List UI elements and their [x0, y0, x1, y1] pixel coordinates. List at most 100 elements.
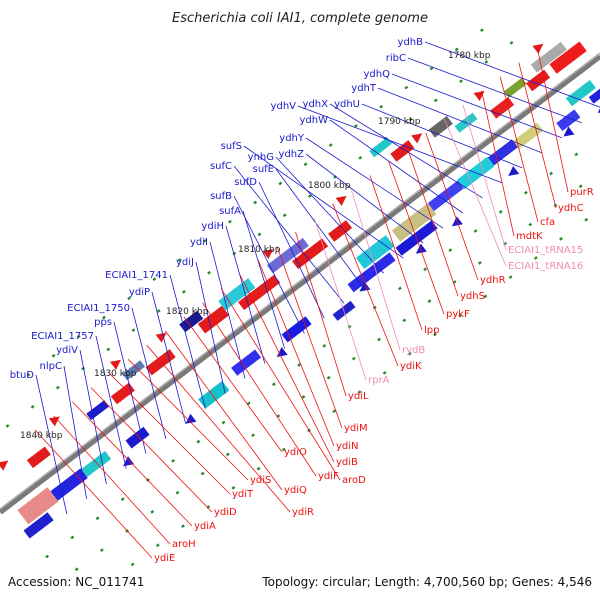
reverse-gene-block: [145, 349, 176, 376]
leader-line-btuD: [35, 374, 68, 515]
leader-line-ydhV: [297, 105, 503, 184]
tick-mark: [155, 543, 160, 548]
forward-gene-block: [198, 380, 230, 409]
forward-gene-block: [391, 203, 437, 242]
reverse-arrow: [473, 90, 485, 101]
forward-gene-block: [125, 426, 150, 449]
genome-backbone: [0, 52, 600, 515]
tick-mark: [156, 309, 161, 313]
gene-label-ydhR: ydhR: [480, 275, 506, 286]
tick-mark: [524, 190, 528, 195]
leader-line-ECIAI1_tRNA16: [444, 118, 507, 267]
gene-label-ydiT: ydiT: [232, 489, 254, 500]
leader-line-ydiF: [202, 302, 317, 477]
leader-line-mdtK: [481, 90, 515, 237]
gene-label-ydhB: ydhB: [398, 37, 424, 48]
gene-label-ydiS: ydiS: [250, 475, 271, 486]
tick-mark: [99, 548, 104, 552]
leader-line-sufA: [242, 210, 285, 349]
gene-label-ydiP: ydiP: [129, 287, 150, 298]
reverse-gene-block: [549, 41, 587, 74]
tick-mark: [120, 497, 125, 501]
leader-line-ydiV: [79, 349, 107, 484]
leader-line-purR: [536, 48, 569, 193]
tick-mark: [354, 124, 358, 128]
tick-mark: [55, 385, 60, 390]
kbp-label-1810: 1810 kbp: [238, 245, 281, 255]
tick-mark: [303, 162, 308, 167]
gene-label-ydhQ: ydhQ: [364, 69, 391, 80]
reverse-gene-block: [122, 360, 146, 381]
tick-mark: [281, 447, 286, 452]
tick-mark: [351, 356, 356, 361]
gene-label-ydhV: ydhV: [271, 101, 297, 112]
tick-mark: [225, 452, 230, 457]
leader-line-ECIAI1_tRNA15: [462, 104, 507, 251]
tick-mark: [45, 554, 50, 559]
gene-label-ydhY: ydhY: [279, 133, 305, 144]
tick-mark: [433, 98, 438, 103]
forward-arrow: [508, 165, 520, 176]
tick-mark: [181, 524, 185, 529]
tick-mark: [480, 28, 484, 33]
reverse-gene-block: [86, 400, 110, 421]
tick-mark: [256, 466, 261, 471]
tick-mark: [477, 260, 482, 265]
reverse-arrow: [411, 133, 423, 144]
leader-line-ydhU: [361, 103, 523, 169]
leader-line-ydiE: [34, 429, 153, 559]
gene-label-ydiM: ydiM: [344, 423, 368, 434]
tick-mark: [196, 439, 201, 444]
gene-label-ynhG: ynhG: [248, 152, 274, 163]
leader-line-ydiB: [239, 274, 335, 463]
leader-line-ydiN: [258, 260, 335, 447]
reverse-gene-block: [179, 310, 204, 333]
gene-label-cfa: cfa: [540, 217, 555, 228]
forward-gene-block: [23, 512, 54, 539]
tick-mark: [257, 232, 262, 237]
tick-mark: [459, 79, 463, 84]
leader-line-aroH: [53, 415, 171, 545]
tick-mark: [347, 324, 352, 329]
tick-mark: [106, 347, 111, 352]
gene-label-ydiQ: ydiQ: [284, 485, 307, 496]
gene-label-sufC: sufC: [210, 161, 232, 172]
kbp-label-1800: 1800 kbp: [308, 181, 351, 191]
tick-mark: [498, 209, 503, 214]
tick-mark: [473, 229, 478, 233]
tick-mark: [326, 375, 331, 380]
tick-mark: [322, 344, 327, 348]
leader-line-ydhT: [377, 87, 543, 154]
tick-mark: [95, 516, 100, 521]
tick-mark: [377, 337, 381, 342]
tick-mark: [332, 409, 337, 414]
gene-label-ydiD: ydiD: [214, 507, 237, 518]
kbp-label-1820: 1820 kbp: [166, 307, 209, 317]
genome-title: Escherichia coli IAI1, complete genome: [172, 11, 428, 26]
gene-label-nlpC: nlpC: [40, 361, 62, 372]
tick-mark: [81, 366, 85, 371]
tick-mark: [74, 567, 79, 572]
gene-label-sufS: sufS: [221, 141, 242, 152]
gene-label-ydiK: ydiK: [400, 361, 422, 372]
leader-line-pykF: [388, 161, 445, 315]
tick-mark: [433, 332, 437, 337]
leader-line-lpp: [369, 175, 423, 331]
tick-mark: [578, 184, 583, 189]
gene-label-aroD: aroD: [342, 475, 366, 486]
kbp-label-1830: 1830 kbp: [94, 369, 137, 379]
leader-line-ydhZ: [305, 153, 424, 244]
forward-gene-block: [588, 85, 600, 104]
forward-gene-block: [231, 349, 262, 376]
leader-line-ydiQ: [165, 330, 283, 491]
reverse-gene-block: [110, 382, 135, 405]
leader-line-sufS: [243, 145, 404, 259]
tick-mark: [508, 275, 513, 280]
leader-line-ydiH: [225, 225, 266, 364]
leader-line-rprA: [313, 217, 367, 381]
reverse-gene-block: [218, 278, 256, 311]
tick-mark: [402, 318, 407, 323]
tick-mark: [232, 251, 237, 256]
leader-line-ECIAI1_1750: [131, 307, 167, 439]
gene-label-mdtK: mdtK: [516, 231, 543, 242]
